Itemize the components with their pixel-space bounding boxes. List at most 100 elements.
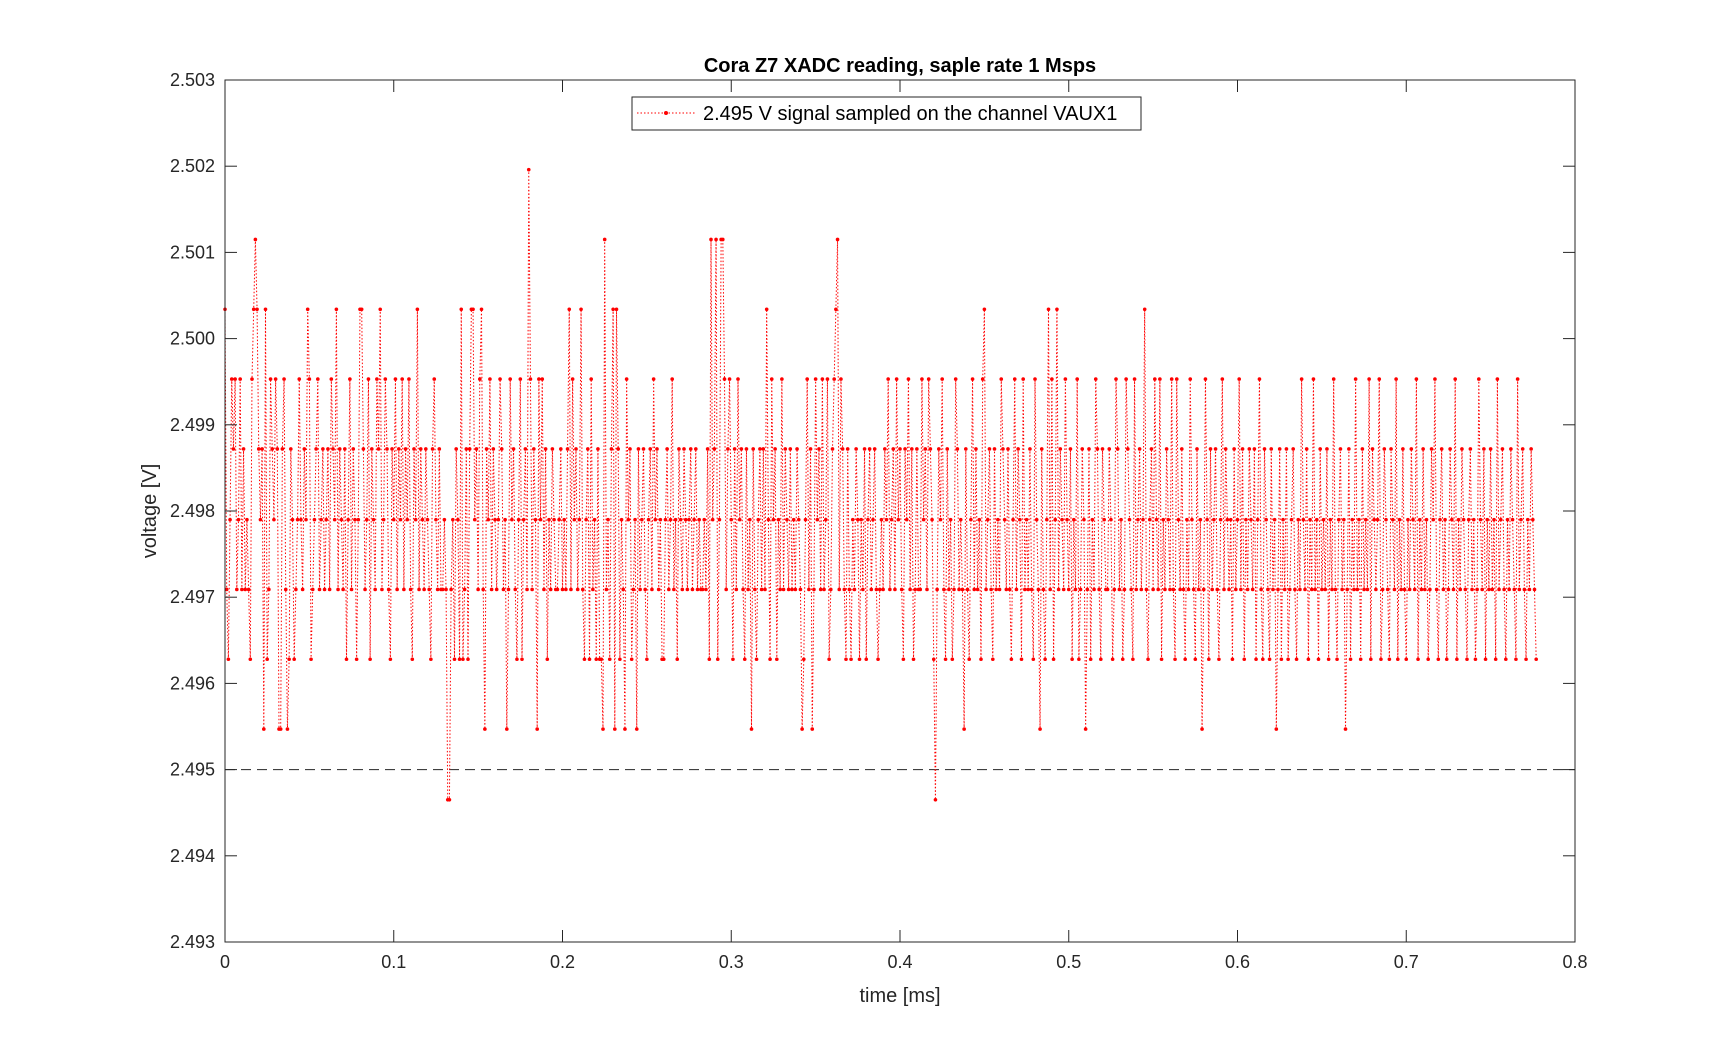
data-point (498, 377, 502, 381)
data-point (1249, 517, 1253, 522)
data-point (307, 377, 312, 381)
data-point (378, 307, 383, 312)
data-point (560, 587, 565, 592)
data-point (650, 587, 654, 592)
data-point (832, 377, 836, 381)
data-point (1385, 587, 1390, 592)
data-point (371, 517, 376, 522)
data-point (1487, 587, 1491, 592)
data-point (661, 657, 666, 662)
data-point (830, 447, 835, 451)
data-point (877, 587, 882, 592)
data-point (580, 587, 585, 592)
data-point (636, 447, 641, 451)
data-point (1120, 657, 1125, 662)
data-point (1509, 447, 1513, 451)
data-point (1016, 447, 1020, 451)
data-point (748, 517, 752, 522)
data-point (596, 447, 600, 451)
data-point (582, 657, 587, 662)
data-point (618, 657, 622, 662)
y-tick-label: 2.503 (170, 70, 215, 90)
data-point (1525, 517, 1530, 522)
data-point (304, 517, 308, 522)
data-point (472, 517, 477, 522)
data-point (265, 657, 269, 662)
data-point (280, 447, 285, 451)
data-point (545, 657, 550, 662)
data-point (1242, 657, 1247, 662)
data-point (866, 517, 870, 522)
x-tick-label: 0.4 (887, 952, 912, 972)
data-point (874, 587, 879, 592)
data-point (1093, 377, 1098, 381)
data-point (739, 447, 744, 451)
data-point (1527, 587, 1532, 592)
y-ticks: 2.493 2.494 2.495 2.496 2.497 2.498 2.499 2.500… (170, 70, 1575, 952)
data-point (692, 517, 696, 522)
data-point (1311, 377, 1316, 381)
data-point (953, 377, 958, 381)
data-point (915, 447, 919, 451)
data-point (764, 307, 769, 312)
data-point (316, 377, 320, 381)
data-point (432, 377, 437, 381)
data-point (1531, 517, 1535, 522)
data-point (1390, 517, 1395, 522)
data-point (1309, 587, 1314, 592)
data-point (1336, 517, 1341, 522)
data-point (899, 587, 904, 592)
data-point (1097, 587, 1101, 592)
data-point (937, 447, 941, 451)
data-point (299, 517, 303, 522)
data-point (1363, 517, 1368, 522)
data-point (1195, 447, 1199, 451)
data-point (405, 517, 410, 522)
data-point (894, 377, 899, 381)
data-point (1448, 447, 1452, 451)
data-point (1109, 517, 1113, 522)
data-point (550, 447, 555, 451)
data-point (1029, 587, 1034, 592)
data-point (1259, 587, 1263, 592)
data-point (1510, 517, 1515, 522)
data-point (429, 657, 433, 662)
data-point (1244, 517, 1248, 522)
data-point (289, 447, 293, 451)
data-point (1203, 377, 1208, 381)
data-point (1345, 587, 1349, 592)
data-point (1277, 447, 1282, 451)
data-point (344, 657, 349, 662)
data-point (464, 447, 469, 451)
data-point (694, 447, 698, 451)
data-point (1411, 517, 1415, 522)
data-point (1055, 307, 1059, 312)
data-point (938, 517, 943, 522)
data-point (1028, 447, 1032, 451)
data-point (656, 587, 661, 592)
data-point (665, 447, 669, 451)
data-point (420, 517, 425, 522)
data-point (715, 657, 720, 662)
data-point (783, 447, 788, 451)
data-point (1254, 657, 1258, 662)
data-point (499, 447, 504, 451)
data-point (840, 447, 845, 451)
chart-title: Cora Z7 XADC reading, saple rate 1 Msps (704, 55, 1096, 77)
data-point (346, 517, 350, 522)
data-point (945, 447, 950, 451)
data-point (1046, 307, 1051, 312)
data-point (839, 377, 843, 381)
data-point (302, 447, 307, 451)
data-point (1190, 517, 1194, 522)
data-point (1228, 517, 1233, 522)
data-point (913, 587, 917, 592)
data-point (646, 517, 651, 522)
data-point (817, 447, 821, 451)
data-point (648, 447, 653, 451)
data-point (555, 587, 560, 592)
data-point (354, 657, 359, 662)
data-point (737, 517, 742, 522)
data-point (903, 447, 907, 451)
data-point (906, 377, 911, 381)
